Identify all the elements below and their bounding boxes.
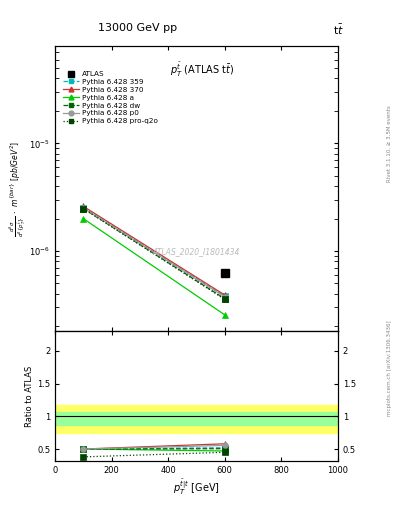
Y-axis label: $\frac{d^2\sigma}{d^2\{p_T^{\bar{t}}\}}\ \cdot\ m^{\{bar\}}\ [pb/GeV^2]$: $\frac{d^2\sigma}{d^2\{p_T^{\bar{t}}\}}\…	[7, 140, 28, 237]
Text: t$\bar{t}$: t$\bar{t}$	[333, 23, 344, 37]
Text: $p_T^{\bar{t}}$ (ATLAS t$\bar{t}$): $p_T^{\bar{t}}$ (ATLAS t$\bar{t}$)	[170, 60, 234, 78]
Text: Rivet 3.1.10, ≥ 3.5M events: Rivet 3.1.10, ≥ 3.5M events	[387, 105, 392, 182]
Y-axis label: Ratio to ATLAS: Ratio to ATLAS	[25, 366, 34, 426]
Text: ATLAS_2020_I1801434: ATLAS_2020_I1801434	[153, 247, 240, 256]
Text: mcplots.cern.ch [arXiv:1306.3436]: mcplots.cern.ch [arXiv:1306.3436]	[387, 321, 392, 416]
X-axis label: $p^{\bar{t}|t}_{T}\ \mathrm{[GeV]}$: $p^{\bar{t}|t}_{T}\ \mathrm{[GeV]}$	[173, 477, 220, 497]
Text: 13000 GeV pp: 13000 GeV pp	[98, 23, 177, 33]
Bar	[55, 404, 338, 433]
Bar	[55, 412, 338, 425]
Legend: ATLAS, Pythia 6.428 359, Pythia 6.428 370, Pythia 6.428 a, Pythia 6.428 dw, Pyth: ATLAS, Pythia 6.428 359, Pythia 6.428 37…	[61, 70, 159, 126]
